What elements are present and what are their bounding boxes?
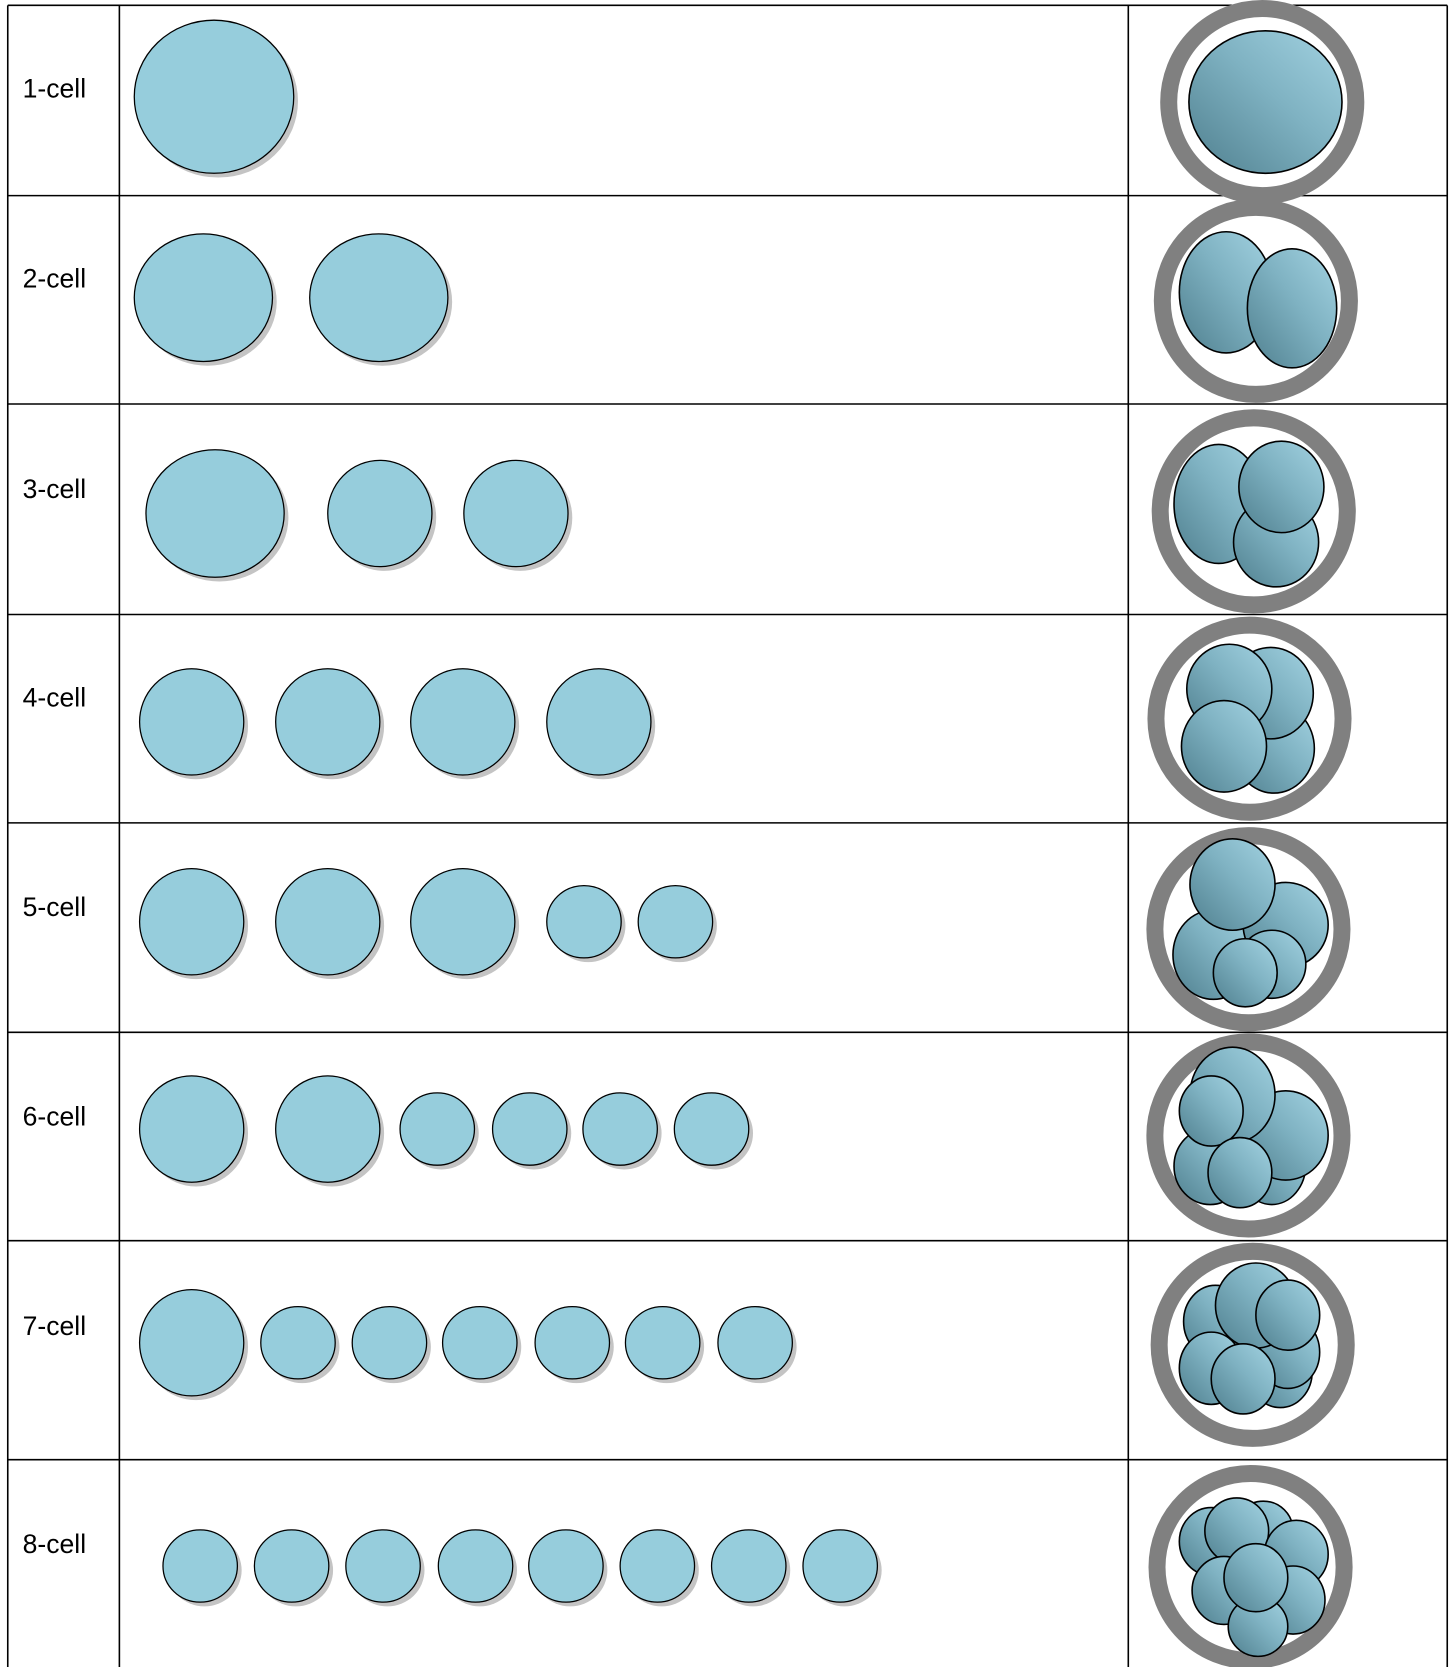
row-label: 8-cell: [23, 1529, 86, 1559]
embryo-cell: [1189, 838, 1276, 932]
cell: [275, 668, 381, 776]
cell: [534, 1305, 611, 1380]
embryo-cell: [1212, 937, 1278, 1008]
cell: [133, 233, 274, 363]
row-label: 7-cell: [23, 1311, 86, 1341]
cell-row: [133, 233, 453, 366]
cell: [253, 1529, 330, 1603]
cell: [133, 19, 295, 174]
row-label: 1-cell: [23, 73, 86, 103]
cell-row: [133, 19, 298, 178]
embryo-cell: [1180, 699, 1268, 793]
row-label: 3-cell: [23, 474, 86, 504]
embryo-cell: [1238, 440, 1325, 534]
embryo-cell: [1178, 1075, 1244, 1147]
table-grid: [6, 4, 1449, 1667]
cell: [528, 1529, 604, 1603]
embryo-cell: [1207, 1136, 1273, 1209]
cell: [710, 1529, 787, 1603]
cell: [410, 668, 516, 776]
embryo-cell: [1210, 1343, 1276, 1415]
cell: [717, 1305, 793, 1380]
cell: [463, 459, 569, 568]
cell: [138, 1075, 245, 1183]
row-label: 6-cell: [23, 1101, 86, 1131]
cell: [138, 867, 245, 976]
row-label: 5-cell: [23, 892, 86, 922]
cell: [345, 1529, 421, 1603]
cell: [351, 1305, 428, 1380]
cell: [275, 867, 381, 976]
cell: [410, 867, 516, 976]
cell-row: [138, 668, 656, 780]
cell: [260, 1305, 336, 1380]
cell: [673, 1092, 750, 1166]
row-label: 4-cell: [23, 683, 86, 713]
embryo-cell: [1223, 1542, 1289, 1613]
cell: [399, 1092, 476, 1166]
cell: [162, 1529, 239, 1603]
cell: [619, 1529, 696, 1603]
cell: [437, 1529, 514, 1603]
cell: [637, 884, 714, 959]
cell: [309, 233, 449, 363]
cell: [802, 1529, 879, 1603]
cell: [441, 1305, 518, 1380]
cell: [582, 1092, 658, 1166]
cell: [624, 1305, 701, 1380]
cell-row: [138, 1075, 754, 1187]
row-label: 2-cell: [23, 264, 86, 294]
cell-row: [138, 1288, 797, 1401]
cell: [491, 1092, 568, 1166]
embryo-cell: [1188, 30, 1343, 175]
cell: [145, 449, 285, 578]
cell: [138, 1288, 245, 1397]
cell: [546, 668, 652, 776]
cell: [138, 668, 245, 776]
embryo-cell: [1246, 247, 1338, 369]
cell-row: [145, 449, 573, 582]
cell: [546, 884, 622, 959]
cell: [327, 459, 433, 568]
cell-row: [138, 867, 717, 980]
cell: [275, 1075, 381, 1183]
embryo-cell: [1255, 1279, 1321, 1351]
cell-row: [162, 1529, 882, 1607]
